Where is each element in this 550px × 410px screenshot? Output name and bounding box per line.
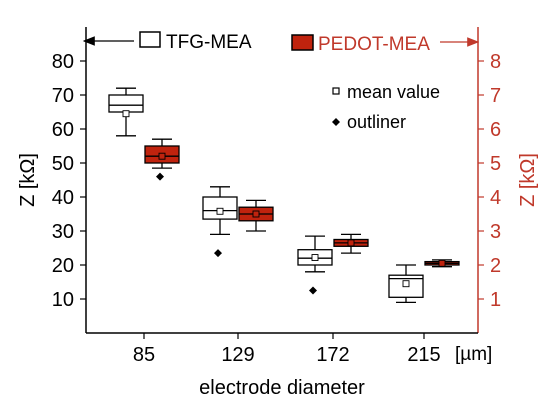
mean-value-legend-icon <box>332 87 340 95</box>
left-tick-label: 80 <box>52 51 74 73</box>
right-tick-label: 3 <box>490 221 501 243</box>
x-tick-label: 172 <box>316 344 349 366</box>
tfg-mean-marker <box>122 110 130 118</box>
pedot-mean-marker <box>252 210 260 218</box>
left-tick-label: 70 <box>52 85 74 107</box>
tfg-mean-marker <box>311 254 319 261</box>
x-axis-ticks: 85 129 172 215 <box>133 333 441 366</box>
right-tick-label: 2 <box>490 255 501 277</box>
tfg-box-129 <box>202 186 238 258</box>
pedot-box-215 <box>424 259 460 268</box>
outliner-legend-icon <box>332 118 340 126</box>
tfg-iqr-box <box>108 94 144 113</box>
x-axis-label: electrode diameter <box>199 377 365 399</box>
left-tick-label: 50 <box>52 153 74 175</box>
tfg-legend-swatch <box>139 31 161 48</box>
series-legend-tfg: TFG-MEA <box>82 31 252 53</box>
right-tick-label: 6 <box>490 119 501 141</box>
left-tick-label: 40 <box>52 187 74 209</box>
outliner-legend-label: outliner <box>347 112 406 132</box>
pedot-legend-swatch <box>291 34 314 51</box>
pedot-box-85 <box>144 138 180 181</box>
right-tick-label: 8 <box>490 51 501 73</box>
left-axis-label: Z [kΩ] <box>17 153 39 207</box>
mean-value-legend-label: mean value <box>347 82 440 102</box>
symbol-legend: mean value outliner <box>332 82 440 132</box>
left-tick-label: 60 <box>52 119 74 141</box>
right-tick-label: 5 <box>490 153 501 175</box>
right-axis-label: Z [kΩ] <box>517 153 539 207</box>
tfg-box-215 <box>388 264 424 304</box>
right-axis-ticks: 1 2 3 4 5 6 7 8 <box>478 51 501 311</box>
right-tick-label: 1 <box>490 289 501 311</box>
left-tick-label: 30 <box>52 221 74 243</box>
left-tick-label: 10 <box>52 289 74 311</box>
left-axis-ticks: 10 20 30 40 50 60 70 80 <box>52 51 86 311</box>
pedot-legend-label: PEDOT-MEA <box>318 34 430 55</box>
right-tick-label: 4 <box>490 187 501 209</box>
x-tick-label: 215 <box>407 344 440 366</box>
pedot-box-172 <box>333 233 369 254</box>
tfg-outlier-marker <box>214 249 222 258</box>
pedot-box-129 <box>238 199 274 232</box>
tfg-mean-marker <box>402 280 410 288</box>
pedot-mean-marker <box>347 239 355 247</box>
box-series <box>108 87 460 304</box>
series-legend-pedot: PEDOT-MEA <box>291 34 480 55</box>
x-axis-unit: [µm] <box>455 344 492 365</box>
tfg-mean-marker <box>216 207 224 215</box>
plot-frame <box>85 27 479 334</box>
left-tick-label: 20 <box>52 255 74 277</box>
x-tick-label: 85 <box>133 344 155 366</box>
pedot-mean-marker <box>438 259 446 267</box>
tfg-legend-label: TFG-MEA <box>166 32 252 53</box>
pedot-outlier-marker <box>156 172 164 181</box>
tfg-box-85 <box>108 87 144 137</box>
tfg-box-172 <box>297 235 333 295</box>
right-tick-label: 7 <box>490 85 501 107</box>
tfg-outlier-marker <box>309 286 317 295</box>
x-tick-label: 129 <box>221 344 254 366</box>
pedot-mean-marker <box>158 152 166 160</box>
